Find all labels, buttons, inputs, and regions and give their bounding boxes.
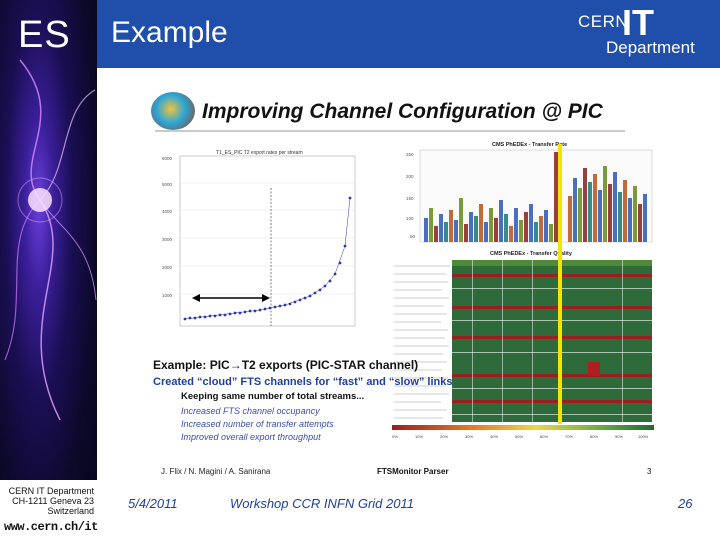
- svg-text:250: 250: [406, 152, 414, 157]
- transfer-quality-title: CMS PhEDEx - Transfer Quality: [490, 251, 573, 257]
- svg-text:10%: 10%: [415, 434, 423, 439]
- bullet-attempts: Increased number of transfer attempts: [181, 419, 334, 429]
- footer-workshop: Workshop CCR INFN Grid 2011: [230, 496, 414, 511]
- quality-scale: [392, 425, 654, 430]
- svg-text:200: 200: [406, 174, 414, 179]
- export-rates-chart: T1_ES_PIC T2 export rates per stream 600…: [160, 148, 358, 338]
- credits-text: J. Flix / N. Magini / A. Sanirana: [161, 467, 271, 476]
- department-logo-text: Department: [606, 38, 695, 57]
- footer-page-number: 26: [678, 496, 693, 511]
- bullet-occupancy: Increased FTS channel occupancy: [181, 406, 320, 416]
- svg-text:100%: 100%: [638, 434, 649, 439]
- export-rates-chart-title: T1_ES_PIC T2 export rates per stream: [216, 150, 303, 156]
- highlight-marker: [558, 144, 562, 424]
- transfer-rate-bars: [424, 152, 647, 242]
- embedded-page-number: 3: [647, 467, 652, 476]
- svg-text:70%: 70%: [565, 434, 573, 439]
- cern-logo-text: CERN: [578, 12, 629, 31]
- svg-text:100: 100: [406, 216, 414, 221]
- svg-text:60%: 60%: [540, 434, 548, 439]
- svg-text:2000: 2000: [162, 265, 173, 270]
- pic-logo-icon: [151, 92, 195, 130]
- footer-date: 5/4/2011: [128, 496, 178, 511]
- svg-text:90%: 90%: [615, 434, 623, 439]
- title-divider: [155, 130, 625, 132]
- svg-text:4000: 4000: [162, 209, 173, 214]
- svg-text:80%: 80%: [590, 434, 598, 439]
- svg-text:5000: 5000: [162, 182, 173, 187]
- cern-url: www.cern.ch/it: [4, 520, 98, 534]
- quality-scale-labels: 0% 10% 20% 30% 40% 50% 60% 70% 80% 90% 1…: [392, 434, 649, 439]
- header-bar: Example CERN IT Department: [97, 0, 720, 68]
- phedex-charts: CMS PhEDEx - Transfer Rate 250 200 150 100…: [392, 138, 660, 448]
- example-heading: Example: PIC→T2 exports (PIC-STAR channe…: [153, 358, 419, 372]
- parser-label: FTSMonitor Parser: [377, 467, 449, 476]
- plasma-sidebar: [0, 0, 97, 540]
- cern-address-line2: CH-1211 Geneva 23: [12, 496, 94, 506]
- svg-text:3000: 3000: [162, 237, 173, 242]
- quality-heatmap: [452, 260, 652, 422]
- svg-text:50: 50: [410, 234, 416, 239]
- sidebar-footer-area: [0, 480, 97, 540]
- cern-address: CERN IT Department CH-1211 Geneva 23 Swi…: [4, 486, 94, 516]
- cern-it-logo: CERN IT Department: [578, 2, 714, 62]
- bullet-throughput: Improved overall export throughput: [181, 432, 321, 442]
- keeping-streams-text: Keeping same number of total streams...: [181, 391, 365, 402]
- cern-address-line3: Switzerland: [47, 506, 94, 516]
- svg-text:30%: 30%: [465, 434, 473, 439]
- transfer-rate-title: CMS PhEDEx - Transfer Rate: [492, 142, 567, 148]
- it-logo-text: IT: [622, 2, 654, 43]
- svg-text:150: 150: [406, 196, 414, 201]
- embedded-slide-title: Improving Channel Configuration @ PIC: [202, 100, 603, 123]
- svg-text:1000: 1000: [162, 293, 173, 298]
- embedded-slide: Improving Channel Configuration @ PIC T1…: [145, 88, 660, 480]
- svg-text:6000: 6000: [162, 156, 173, 161]
- created-channels-text: Created “cloud” FTS channels for “fast” …: [153, 376, 453, 388]
- svg-text:0%: 0%: [392, 434, 398, 439]
- plasma-lightning: [4, 59, 97, 421]
- slide-title: Example: [111, 16, 228, 49]
- es-logo: ES: [18, 14, 71, 56]
- svg-text:40%: 40%: [490, 434, 498, 439]
- svg-text:50%: 50%: [515, 434, 523, 439]
- cern-address-line1: CERN IT Department: [8, 486, 94, 496]
- quality-heatmap-cells: [452, 260, 652, 422]
- svg-text:20%: 20%: [440, 434, 448, 439]
- quality-row-labels: [394, 265, 450, 419]
